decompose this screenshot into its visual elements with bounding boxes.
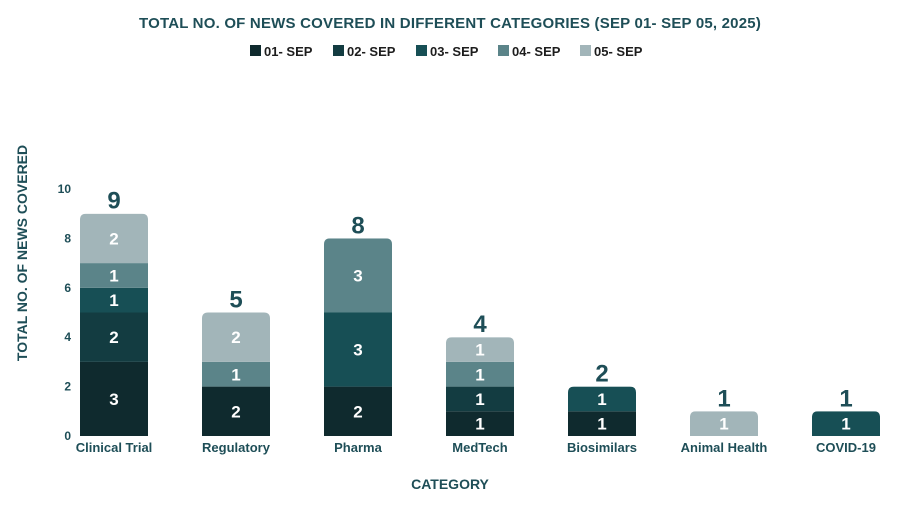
legend-swatch — [580, 45, 591, 56]
bars: 3 2 1 1 2 9 2 1 2 5 2 3 3 8 1 1 1 1 4 1 1 2 1 1 1 1 — [80, 188, 880, 436]
segment-value-label: 2 — [109, 328, 118, 347]
bar-total-label: 2 — [595, 361, 608, 388]
bar-segment — [446, 337, 514, 362]
segment-value-label: 1 — [475, 365, 484, 384]
legend-label: 03- SEP — [430, 44, 479, 59]
legend: 01- SEP 02- SEP 03- SEP 04- SEP 05- SEP — [250, 44, 643, 59]
bar-stack — [202, 312, 270, 436]
bar-segment — [202, 361, 270, 387]
bar-segment — [80, 361, 148, 436]
segment-value-label: 2 — [231, 402, 240, 421]
bar-segment — [80, 287, 148, 313]
x-axis-title: CATEGORY — [411, 476, 489, 492]
y-tick-label: 2 — [64, 380, 71, 394]
legend-label: 01- SEP — [264, 44, 313, 59]
legend-swatch — [250, 45, 261, 56]
y-tick-label: 8 — [64, 231, 71, 245]
bar-segment — [446, 411, 514, 436]
legend-label: 02- SEP — [347, 44, 396, 59]
legend-swatch — [333, 45, 344, 56]
bar-stack — [446, 337, 514, 436]
category-labels: Clinical Trial Regulatory Pharma MedTech Bio… — [76, 440, 876, 455]
bar-segment — [812, 411, 880, 436]
bar-total-label: 8 — [351, 212, 364, 239]
bar-segment — [568, 386, 636, 412]
segment-value-label: 1 — [841, 415, 850, 434]
bar-segment — [202, 386, 270, 436]
category-label: Regulatory — [202, 440, 271, 455]
bar-segment — [324, 312, 392, 387]
bar-segment — [80, 312, 148, 362]
bar-segment — [568, 411, 636, 436]
y-tick-label: 4 — [64, 330, 71, 344]
bar-total-label: 5 — [229, 287, 242, 314]
bar-total-label: 1 — [839, 385, 852, 412]
segment-value-label: 1 — [109, 266, 118, 285]
segment-value-label: 1 — [475, 341, 484, 360]
bar-segment — [80, 263, 148, 288]
legend-label: 04- SEP — [512, 44, 561, 59]
segment-value-label: 2 — [109, 229, 118, 248]
legend-label: 05- SEP — [594, 44, 643, 59]
category-label: Biosimilars — [567, 440, 637, 455]
segment-value-label: 3 — [353, 341, 362, 360]
y-tick-label: 6 — [64, 281, 71, 295]
segment-value-label: 1 — [475, 390, 484, 409]
y-axis-title: TOTAL NO. OF NEWS COVERED — [14, 145, 30, 361]
bar-stack — [690, 411, 758, 436]
bar-segment — [690, 411, 758, 436]
y-axis-ticks: 0 2 4 6 8 10 — [58, 182, 72, 443]
bar-total-label: 1 — [717, 385, 730, 412]
segment-value-label: 3 — [353, 266, 362, 285]
segment-value-label: 1 — [597, 390, 606, 409]
segment-value-label: 1 — [719, 415, 728, 434]
bar-stack — [324, 238, 392, 436]
category-label: MedTech — [452, 440, 507, 455]
segment-value-label: 2 — [353, 402, 362, 421]
category-label: Clinical Trial — [76, 440, 153, 455]
bar-segment — [202, 312, 270, 362]
y-tick-label: 0 — [64, 429, 71, 443]
bar-segment — [324, 386, 392, 436]
legend-swatch — [416, 45, 427, 56]
bar-stack — [568, 386, 636, 436]
bar-segment — [446, 361, 514, 387]
bar-segment — [80, 213, 148, 264]
bar-stack — [80, 213, 148, 436]
segment-value-label: 3 — [109, 390, 118, 409]
chart-title: TOTAL NO. OF NEWS COVERED IN DIFFERENT C… — [139, 15, 761, 32]
category-label: Pharma — [334, 440, 382, 455]
bar-stack — [812, 411, 880, 436]
segment-value-label: 1 — [475, 415, 484, 434]
bar-total-label: 9 — [107, 188, 120, 215]
segment-value-label: 1 — [231, 365, 240, 384]
bar-segment — [324, 238, 392, 313]
bar-total-label: 4 — [473, 311, 487, 338]
segment-value-label: 1 — [109, 291, 118, 310]
y-tick-label: 10 — [58, 182, 72, 196]
legend-swatch — [498, 45, 509, 56]
category-label: Animal Health — [681, 440, 768, 455]
segment-value-label: 2 — [231, 328, 240, 347]
segment-value-label: 1 — [597, 415, 606, 434]
bar-segment — [446, 386, 514, 412]
category-label: COVID-19 — [816, 440, 876, 455]
